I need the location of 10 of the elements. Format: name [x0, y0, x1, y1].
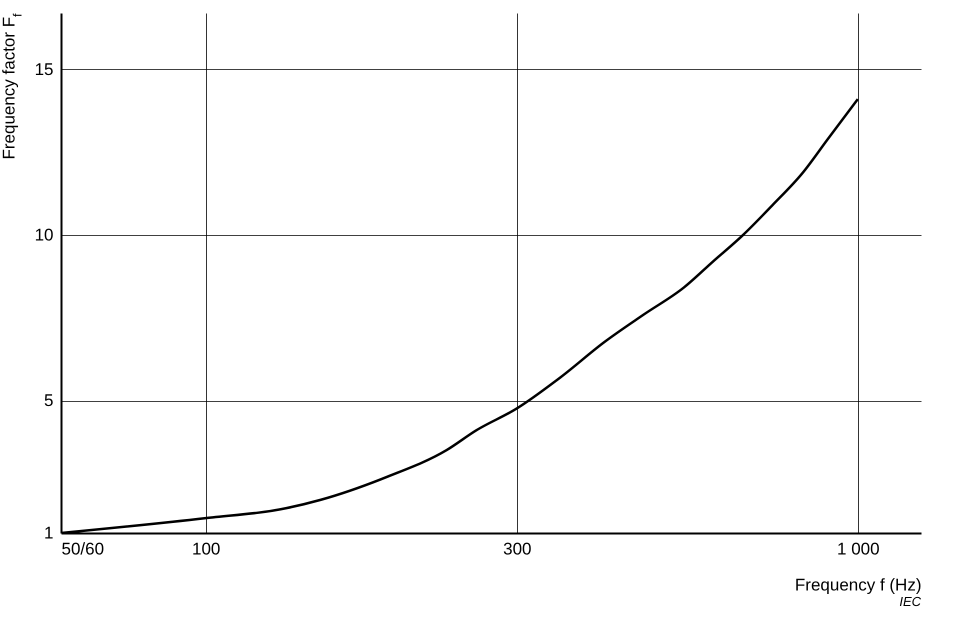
y-tick-label: 5: [44, 391, 54, 410]
x-tick-label: 1 000: [837, 540, 880, 558]
text: IEC: [899, 594, 922, 609]
x-tick-label: 100: [192, 540, 220, 558]
y-tick-label: 10: [34, 225, 54, 244]
x-tick-label: 50/60: [62, 540, 104, 558]
x-tick-label: 300: [503, 540, 532, 558]
y-tick-label: 1: [44, 524, 54, 542]
x-axis-title: Frequency f (Hz): [794, 576, 922, 594]
y-tick-label: 15: [34, 60, 54, 79]
